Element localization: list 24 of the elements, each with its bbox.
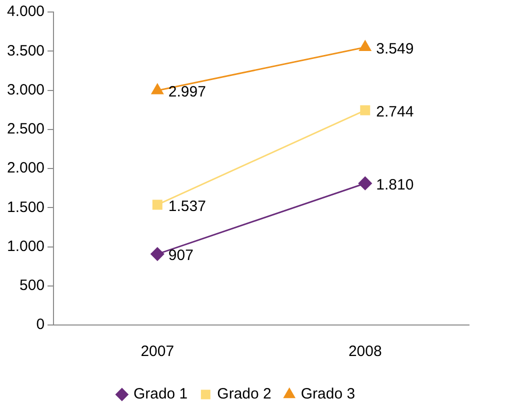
legend-label: Grado 1	[133, 386, 188, 403]
point	[358, 176, 372, 190]
y-tick-label: 3.500	[6, 42, 45, 60]
point	[150, 247, 164, 261]
legend-label: Grado 2	[217, 386, 272, 403]
y-tick-label: 2.000	[6, 160, 45, 177]
y-tick-label: 500	[20, 277, 45, 294]
y-tick-label: 4.000	[6, 3, 45, 20]
point	[360, 105, 370, 116]
data-label: 1.810	[376, 176, 414, 194]
data-label: 1.537	[168, 198, 206, 215]
y-tick-label: 1.000	[6, 238, 45, 255]
y-tick-label: 2.500	[6, 120, 45, 138]
data-label: 3.549	[376, 40, 414, 58]
x-tick-label: 2007	[140, 343, 174, 360]
y-tick-label: 1.500	[6, 198, 45, 216]
data-label: 907	[168, 247, 194, 264]
data-label: 2.997	[168, 84, 206, 101]
point	[152, 200, 162, 210]
legend-label: Grado 3	[300, 386, 356, 403]
y-tick-label: 3.000	[6, 81, 45, 98]
y-tick-label: 0	[36, 316, 45, 334]
data-label: 2.744	[376, 103, 414, 120]
x-tick-label: 2008	[348, 343, 382, 360]
